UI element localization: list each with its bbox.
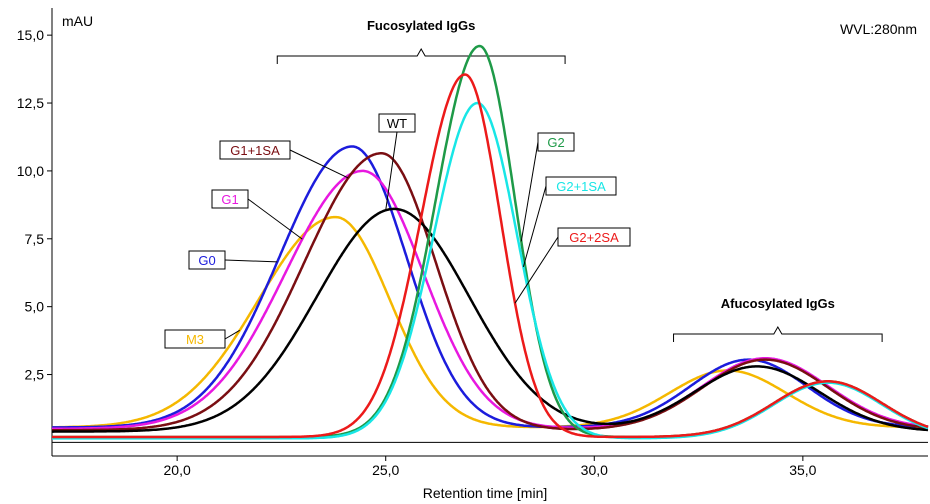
x-tick-label: 20,0	[164, 462, 191, 478]
trace-g1-1sa	[52, 152, 929, 432]
y-tick-label: 15,0	[17, 27, 44, 43]
y-tick-label: 10,0	[17, 163, 44, 179]
group-bracket	[673, 325, 883, 342]
callout-leader	[247, 198, 303, 240]
callout-leader	[224, 329, 240, 340]
group-bracket	[276, 47, 566, 64]
series-label: G2+2SA	[569, 230, 619, 245]
series-label: WT	[387, 116, 407, 131]
group-label: Fucosylated IgGs	[367, 18, 475, 33]
callout-leader	[224, 259, 278, 263]
callout-box	[378, 113, 416, 133]
x-tick-label: 35,0	[789, 462, 816, 478]
series-label: G2	[547, 135, 564, 150]
series-callouts: M3 G0 G1 G1+1SA WT G2 G2+1SA G2+2SA	[164, 113, 631, 349]
axes	[51, 8, 928, 457]
y-tick-label: 5,0	[25, 299, 45, 315]
callout-box	[188, 250, 226, 270]
callout-box	[557, 227, 631, 247]
peak-group-brackets: Fucosylated IgGs Afucosylated IgGs	[276, 18, 883, 342]
trace-wt	[52, 207, 929, 433]
trace-g2-2sa	[52, 73, 929, 439]
callout-box	[211, 189, 249, 209]
callout-leader	[522, 185, 547, 267]
series-label: G0	[198, 253, 215, 268]
callout-box	[164, 329, 226, 349]
x-tick-label: 30,0	[581, 462, 608, 478]
series-label: G1+1SA	[230, 143, 280, 158]
callout-leader	[514, 236, 559, 304]
callout-leader	[520, 141, 539, 242]
callout-leader	[385, 131, 398, 211]
series-label: G1	[221, 192, 238, 207]
trace-g1	[52, 169, 929, 431]
group-label: Afucosylated IgGs	[721, 296, 835, 311]
callout-box	[545, 176, 617, 196]
x-tick-label: 25,0	[372, 462, 399, 478]
axis-ticks: 2,5 5,0 7,5 10,0 12,5 15,0 20,0 25,0 30,0 35,0	[17, 27, 817, 478]
traces	[52, 44, 929, 440]
y-tick-label: 7,5	[25, 231, 45, 247]
y-tick-label: 2,5	[25, 367, 45, 383]
trace-m3	[52, 215, 928, 429]
series-label: M3	[186, 332, 204, 347]
callout-box	[219, 140, 291, 160]
y-tick-label: 12,5	[17, 95, 44, 111]
x-axis-title: Retention time [min]	[423, 485, 548, 501]
y-axis-unit-label: mAU	[62, 13, 93, 29]
callout-box	[537, 132, 575, 152]
callout-leader	[289, 149, 349, 179]
trace-g0	[52, 145, 929, 429]
wavelength-label: WVL:280nm	[840, 21, 917, 37]
series-label: G2+1SA	[556, 179, 606, 194]
